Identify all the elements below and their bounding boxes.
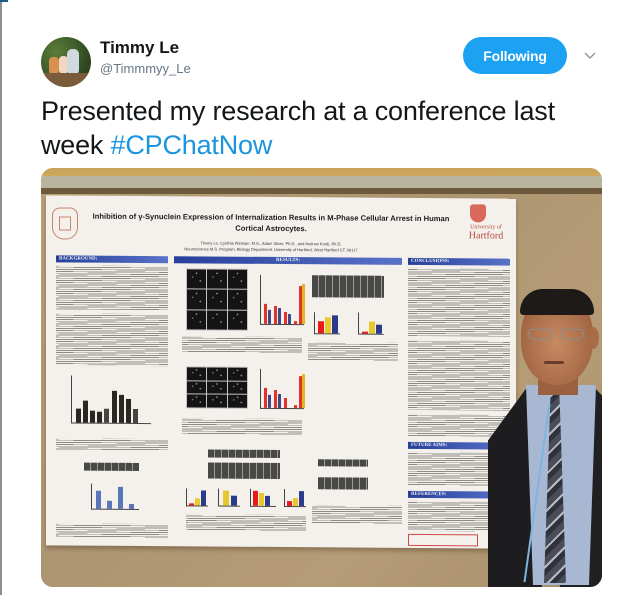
photo-wall-rail	[41, 188, 602, 194]
bar-chart-figure6b	[218, 488, 240, 507]
figure4-caption	[182, 418, 302, 436]
window-left-border	[0, 0, 2, 595]
section-background: BACKGROUND:	[56, 255, 168, 264]
hartford-logo: University of Hartford	[456, 224, 516, 241]
bar-chart-figure4	[260, 368, 305, 410]
hartford-crest-icon	[470, 204, 486, 223]
microscopy-image-grid	[186, 268, 248, 331]
author-handle[interactable]: @Timmmyy_Le	[100, 61, 191, 76]
bar-chart-figure2	[91, 483, 139, 511]
avatar-boat	[41, 73, 91, 87]
presenter-person	[488, 289, 602, 587]
hartford-logo-line2: Hartford	[468, 230, 504, 242]
figure7-caption	[312, 505, 402, 524]
poster-authors: Timmy Le, Cynthia Winham, M.S., Adam Sil…	[136, 240, 406, 253]
figure2-caption	[56, 523, 168, 539]
figure1-caption	[56, 438, 168, 452]
avatar-figure	[59, 56, 68, 74]
conclusions-text	[408, 339, 510, 411]
background-text	[56, 265, 168, 311]
bar-chart-figure5b	[358, 312, 384, 335]
chevron-down-icon[interactable]	[583, 48, 597, 62]
mouth	[544, 361, 564, 364]
striped-tie	[544, 393, 566, 583]
bar-chart-figure6c	[250, 488, 276, 507]
bar-chart-figure5a	[314, 312, 340, 335]
avatar[interactable]	[41, 37, 91, 87]
section-results: RESULTS:	[174, 256, 402, 265]
tweet-text: Presented my research at a conference la…	[41, 94, 601, 162]
bar-chart-figure6d	[284, 489, 306, 508]
avatar-figure	[67, 49, 79, 75]
figure3-caption	[182, 336, 302, 354]
conclusions-text	[408, 267, 510, 337]
photo-ceiling-trim	[41, 168, 602, 176]
poster-affiliation: Neuroscience M.S. Program, Biology Depar…	[184, 245, 358, 253]
university-seal-icon	[52, 207, 78, 240]
eyeglasses-icon	[526, 329, 588, 341]
western-blot	[318, 459, 368, 467]
figure6-caption	[186, 514, 306, 532]
following-button[interactable]: Following	[463, 37, 567, 74]
bar-chart-figure1	[71, 375, 151, 425]
microscopy-image-grid	[186, 366, 248, 409]
bar-chart-figure3	[260, 274, 305, 326]
photo-wall-molding	[41, 176, 602, 188]
section-conclusions: CONCLUSIONS:	[408, 257, 510, 266]
tweet-body: Presented my research at a conference la…	[41, 96, 555, 160]
hair	[520, 289, 594, 315]
bar-chart-figure6a	[186, 488, 208, 507]
tweet-photo[interactable]: Inhibition of γ-Synuclein Expression of …	[41, 168, 602, 587]
acknowledgment-box	[408, 533, 478, 547]
figure5-caption	[308, 342, 398, 361]
background-text	[56, 313, 168, 367]
ear	[588, 327, 599, 349]
western-blot	[208, 462, 280, 479]
western-blot	[312, 275, 384, 298]
western-blot	[208, 449, 280, 458]
research-poster: Inhibition of γ-Synuclein Expression of …	[46, 195, 516, 549]
western-blot	[84, 462, 139, 472]
western-blot	[318, 477, 368, 490]
hashtag-link[interactable]: #CPChatNow	[110, 130, 273, 160]
window-corner-accent	[0, 0, 8, 2]
poster-title: Inhibition of γ-Synuclein Expression of …	[92, 211, 450, 234]
avatar-figure	[49, 57, 59, 75]
author-display-name[interactable]: Timmy Le	[100, 38, 180, 57]
